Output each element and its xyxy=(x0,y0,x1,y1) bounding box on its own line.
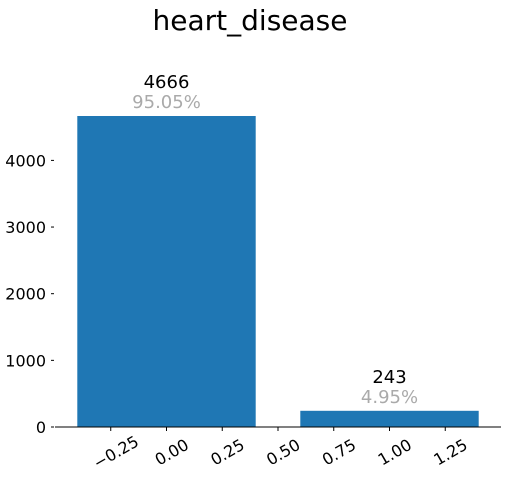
x-tick-label-0: −0.25 xyxy=(90,432,142,473)
x-tick-label-4: 0.75 xyxy=(319,435,359,469)
x-tick-label-6: 1.25 xyxy=(430,435,470,469)
bar-count-label-1: 243 xyxy=(372,367,406,388)
y-tick-label-1: 1000 xyxy=(5,351,46,370)
y-tick-label-2: 2000 xyxy=(5,285,46,304)
bar-0 xyxy=(77,116,256,427)
x-tick-label-2: 0.25 xyxy=(207,435,247,469)
x-tick-label-1: 0.00 xyxy=(152,435,192,469)
x-tick-label-5: 1.00 xyxy=(375,435,415,469)
bar-percent-label-1: 4.95% xyxy=(361,387,418,408)
bar-1 xyxy=(300,410,479,427)
y-tick-label-3: 3000 xyxy=(5,218,46,237)
bars-group xyxy=(77,116,479,427)
y-tick-label-4: 4000 xyxy=(5,151,46,170)
bar-percent-label-0: 95.05% xyxy=(132,92,201,113)
y-tick-label-0: 0 xyxy=(36,418,46,437)
x-tick-label-3: 0.50 xyxy=(263,435,303,469)
bar-count-label-0: 4666 xyxy=(144,72,190,93)
chart-title: heart_disease xyxy=(153,4,348,37)
